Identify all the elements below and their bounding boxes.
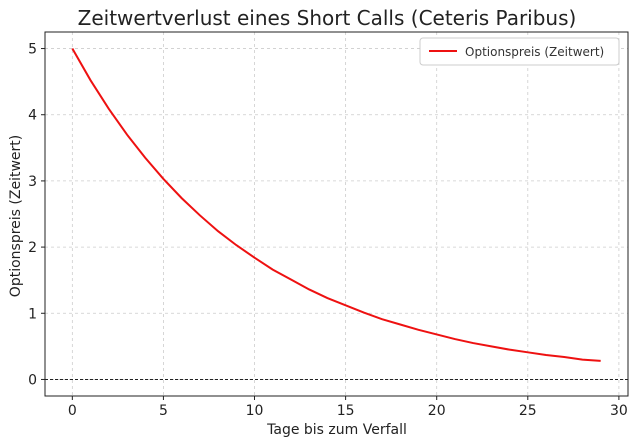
legend-label: Optionspreis (Zeitwert): [465, 45, 604, 59]
y-tick-label: 1: [28, 306, 37, 322]
legend-box: [419, 37, 620, 66]
grid-lines: [45, 32, 628, 396]
y-tick-label: 4: [28, 108, 37, 124]
y-tick-label: 0: [28, 372, 37, 388]
x-tick-label: 25: [519, 403, 537, 419]
x-tick-label: 30: [610, 403, 628, 419]
axes-frame: [44, 31, 629, 397]
x-tick-label: 0: [68, 403, 77, 419]
x-tick-label: 20: [428, 403, 446, 419]
y-axis-label: Optionspreis (Zeitwert): [8, 135, 24, 297]
x-tick-label: 10: [246, 403, 264, 419]
y-axis-ticks: 0 1 2 3 4 5: [28, 42, 45, 388]
x-tick-label: 15: [337, 403, 355, 419]
x-axis-label: Tage bis zum Verfall: [266, 422, 407, 438]
series-layer: [71, 48, 601, 362]
x-tick-label: 5: [159, 403, 168, 419]
x-axis-ticks: 0 5 10 15 20 25 30: [68, 396, 628, 419]
chart-title: Zeitwertverlust eines Short Calls (Ceter…: [78, 6, 577, 30]
plot-frame: [44, 31, 629, 397]
y-tick-label: 3: [28, 174, 37, 190]
legend: Optionspreis (Zeitwert): [419, 37, 620, 66]
y-tick-label: 5: [28, 42, 37, 58]
y-tick-label: 2: [28, 240, 37, 256]
series-line: [71, 48, 601, 362]
